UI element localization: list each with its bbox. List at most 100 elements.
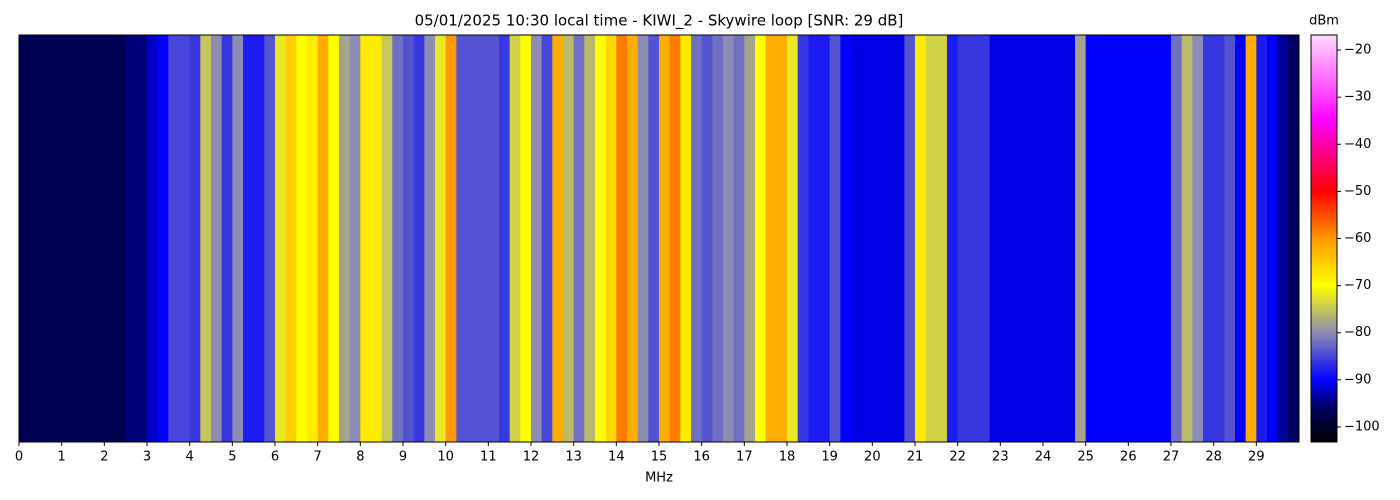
spectrum-column <box>1085 35 1097 442</box>
colorbar-tick-label: −80 <box>1344 325 1371 340</box>
spectrum-column <box>563 35 575 442</box>
x-tick-label: 16 <box>693 450 710 465</box>
spectrum-column <box>1235 35 1247 442</box>
colorbar-tick-label: −100 <box>1344 419 1380 434</box>
x-tick-label: 7 <box>314 450 322 465</box>
x-tick-label: 26 <box>1120 450 1137 465</box>
spectrum-column <box>872 35 884 442</box>
spectrum-column <box>360 35 372 442</box>
spectrum-column <box>1160 35 1172 442</box>
spectrum-column <box>1139 35 1151 442</box>
spectrum-column <box>680 35 692 442</box>
colorbar-tick-label: −20 <box>1344 43 1371 58</box>
spectrum-column <box>701 35 713 442</box>
spectrum-column <box>797 35 809 442</box>
spectrum-column <box>605 35 617 442</box>
x-tick-label: 21 <box>907 450 924 465</box>
spectrum-column <box>861 35 873 442</box>
spectrum-column <box>307 35 319 442</box>
x-tick-label: 28 <box>1205 450 1222 465</box>
spectrum-column <box>595 35 607 442</box>
spectrum-column <box>616 35 628 442</box>
spectrum-column <box>893 35 905 442</box>
spectrum-column <box>488 35 500 442</box>
spectrum-column <box>659 35 671 442</box>
colorbar-tick-label: −70 <box>1344 278 1371 293</box>
spectrum-column <box>552 35 564 442</box>
spectrum-column <box>669 35 681 442</box>
x-tick-label: 1 <box>58 450 66 465</box>
spectrum-column <box>989 35 1001 442</box>
spectrum-column <box>1075 35 1087 442</box>
colorbar-tick-label: −50 <box>1344 184 1371 199</box>
spectrum-column <box>296 35 308 442</box>
spectrum-column <box>499 35 511 442</box>
x-tick-label: 12 <box>523 450 540 465</box>
x-tick-label: 25 <box>1077 450 1094 465</box>
x-tick-label: 19 <box>821 450 838 465</box>
spectrum-column <box>1117 35 1129 442</box>
spectrum-column <box>1267 35 1279 442</box>
spectrum-column <box>456 35 468 442</box>
x-tick-label: 5 <box>228 450 236 465</box>
spectrum-column <box>104 35 116 442</box>
spectrum-column <box>957 35 969 442</box>
spectrum-column <box>243 35 255 442</box>
spectrum-column <box>371 35 383 442</box>
spectrum-column <box>509 35 521 442</box>
x-tick-label: 6 <box>271 450 279 465</box>
spectrum-column <box>787 35 799 442</box>
spectrum-column <box>83 35 95 442</box>
spectrum-column <box>968 35 980 442</box>
spectrum-column <box>765 35 777 442</box>
spectrum-column <box>691 35 703 442</box>
spectrum-column <box>72 35 84 442</box>
spectrum-column <box>819 35 831 442</box>
spectrum-column <box>221 35 233 442</box>
spectrum-column <box>403 35 415 442</box>
spectrum-column <box>1107 35 1119 442</box>
spectrum-column <box>264 35 276 442</box>
spectrum-column <box>435 35 447 442</box>
spectrum-column <box>477 35 489 442</box>
spectrum-column <box>136 35 148 442</box>
colorbar-tick-label: −30 <box>1344 90 1371 105</box>
spectrum-column <box>328 35 340 442</box>
spectrum-column <box>1053 35 1065 442</box>
x-tick-label: 3 <box>143 450 151 465</box>
spectrum-column <box>541 35 553 442</box>
spectrum-column <box>1032 35 1044 442</box>
x-axis-label: MHz <box>645 471 673 486</box>
spectrum-column <box>1213 35 1225 442</box>
spectrum-column <box>936 35 948 442</box>
spectrum-column <box>125 35 137 442</box>
spectrum-column <box>211 35 223 442</box>
spectrum-column <box>1064 35 1076 442</box>
spectrum-column <box>1128 35 1140 442</box>
x-tick-label: 18 <box>779 450 796 465</box>
spectrum-column <box>253 35 265 442</box>
spectrum-column <box>467 35 479 442</box>
x-tick-label: 8 <box>356 450 364 465</box>
spectrum-column <box>157 35 169 442</box>
spectrum-column <box>883 35 895 442</box>
spectrum-column <box>115 35 127 442</box>
spectrum-column <box>829 35 841 442</box>
spectrum-column <box>179 35 191 442</box>
spectrum-column <box>381 35 393 442</box>
spectrum-column <box>1288 35 1300 442</box>
spectrum-column <box>1000 35 1012 442</box>
x-tick-label: 24 <box>1035 450 1052 465</box>
chart-title: 05/01/2025 10:30 local time - KIWI_2 - S… <box>415 12 904 31</box>
x-tick-label: 4 <box>186 450 194 465</box>
spectrum-column <box>755 35 767 442</box>
spectrum-column <box>851 35 863 442</box>
spectrum-column <box>1192 35 1204 442</box>
colorbar-tick-label: −60 <box>1344 231 1371 246</box>
spectrum-column <box>723 35 735 442</box>
x-tick-label: 11 <box>480 450 497 465</box>
colorbar <box>1310 34 1338 443</box>
spectrum-column <box>445 35 457 442</box>
spectrum-column <box>1245 35 1257 442</box>
